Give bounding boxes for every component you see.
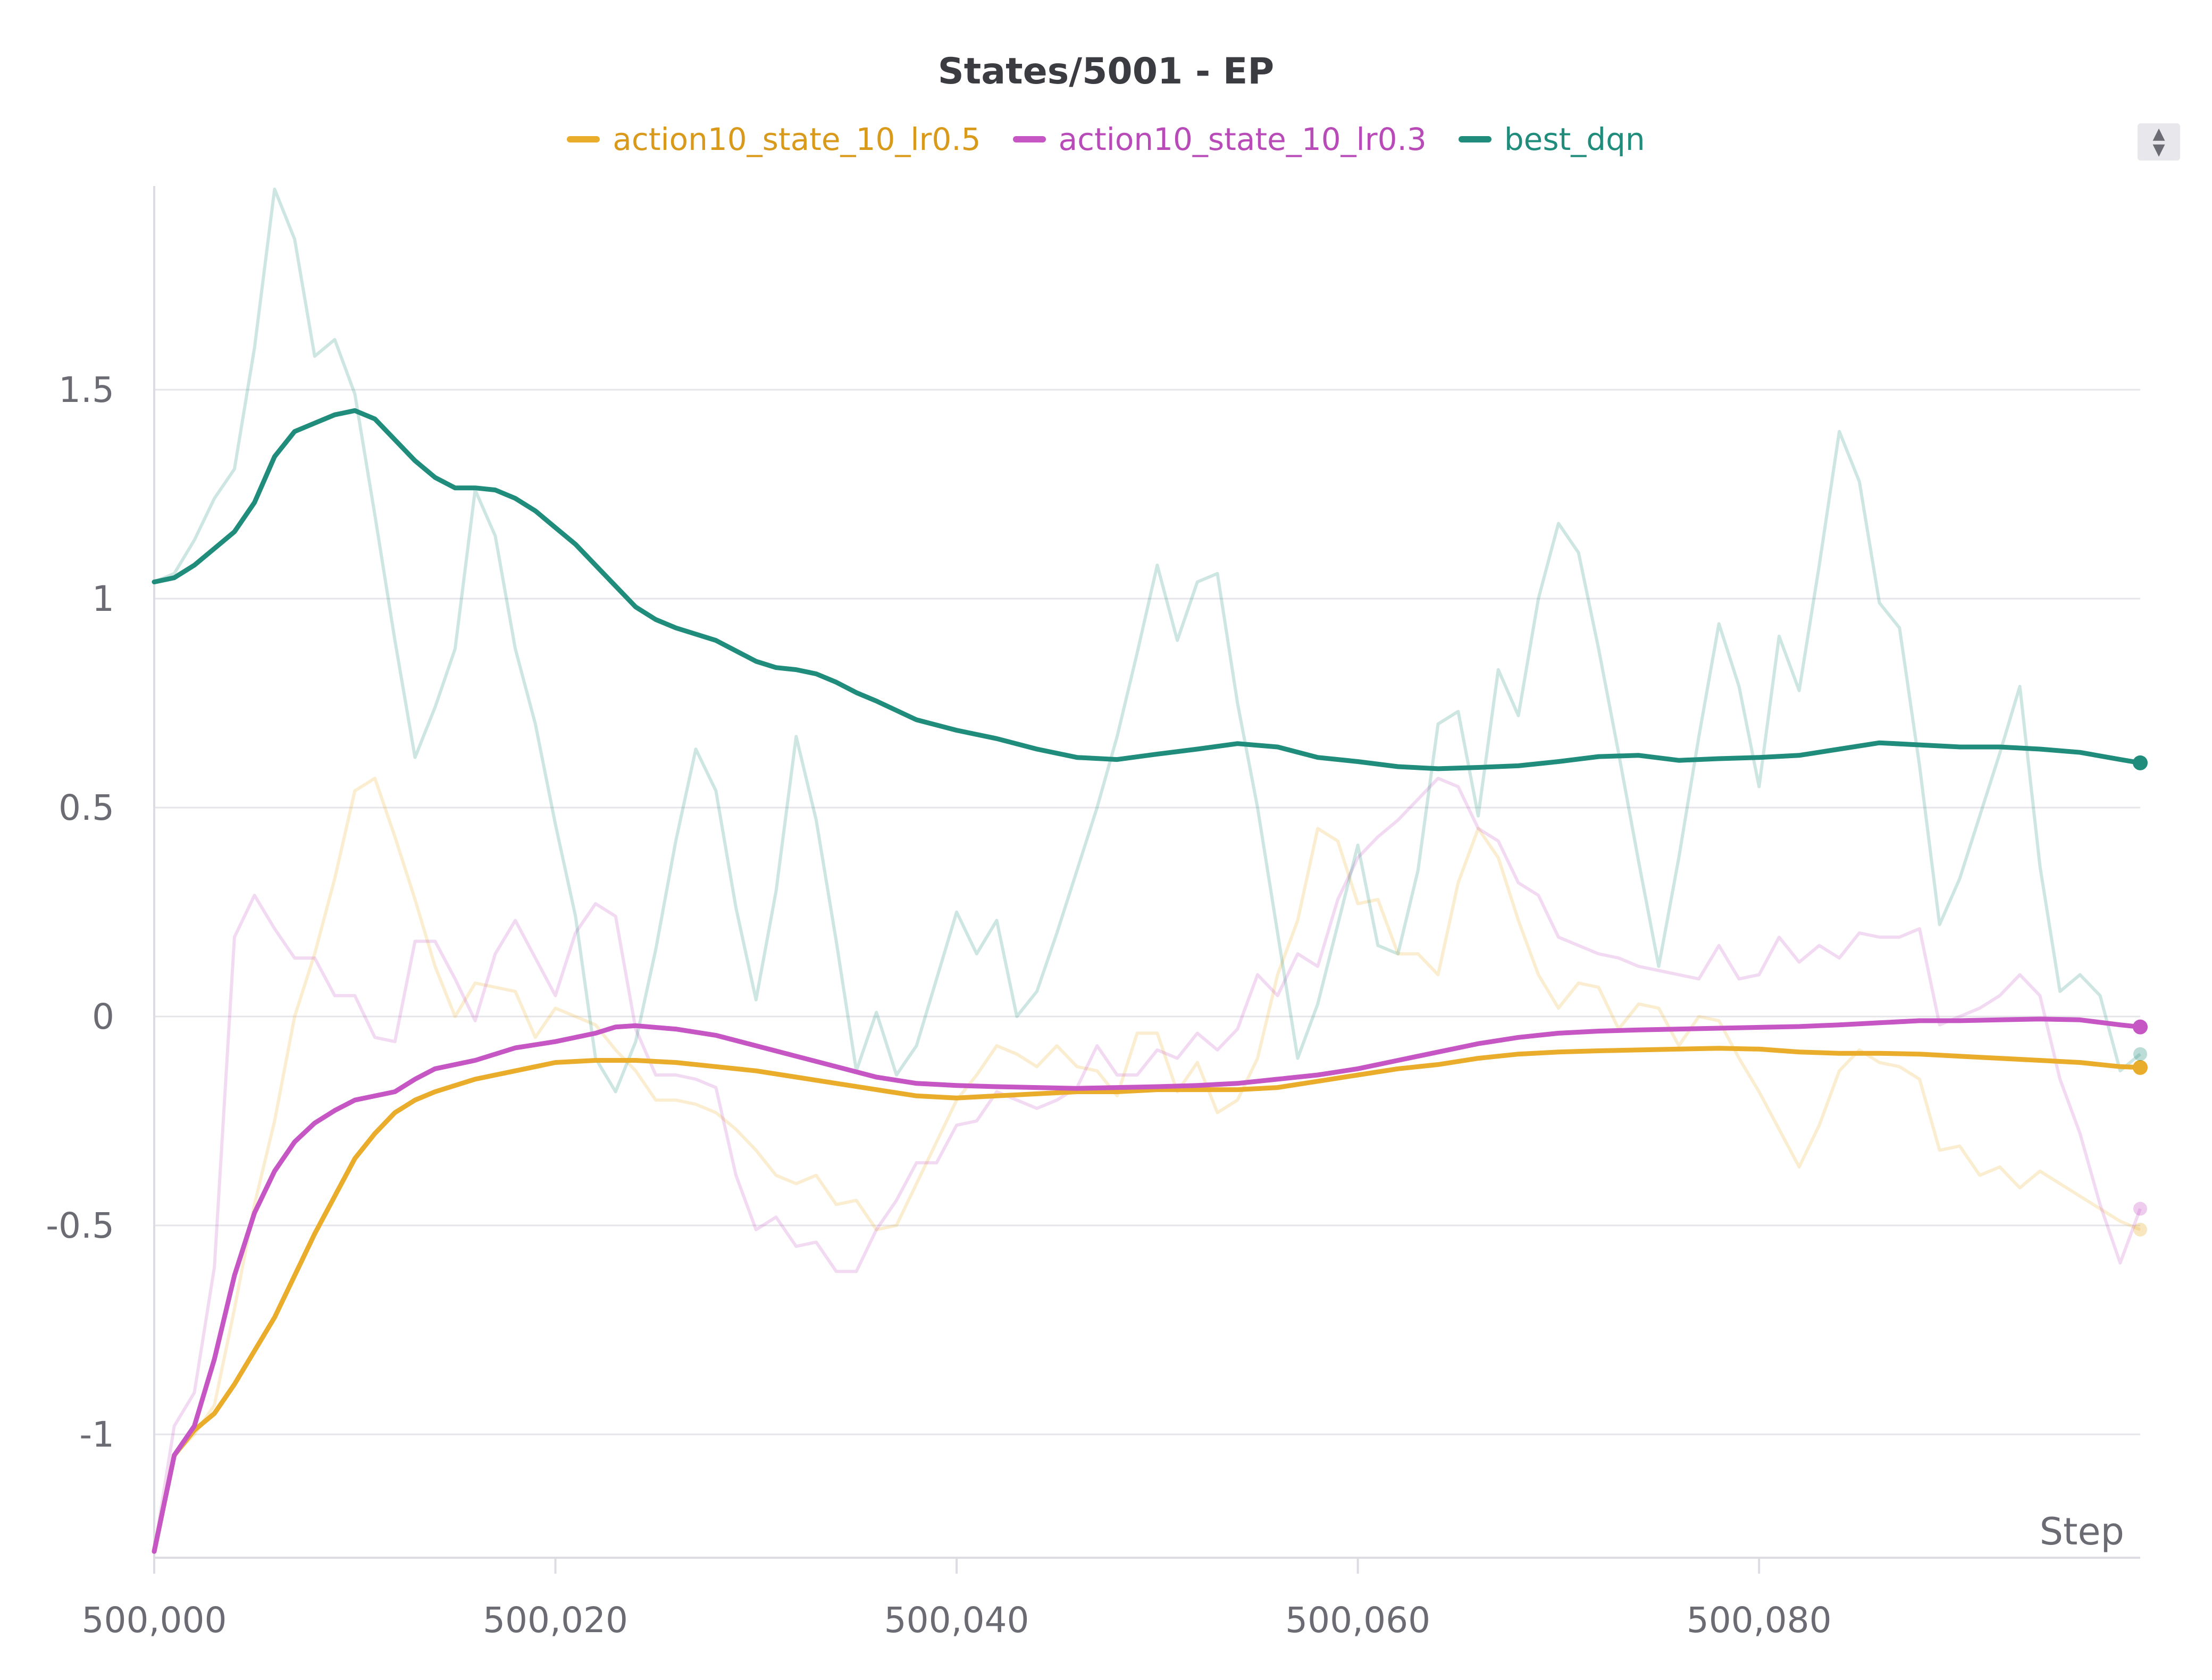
x-tick-label: 500,020 bbox=[483, 1600, 628, 1641]
smoothed-series-line-2[interactable] bbox=[152, 408, 2143, 771]
legend-swatch-lr03 bbox=[1012, 136, 1046, 142]
end-markers bbox=[2133, 755, 2148, 1237]
x-tick-label: 500,080 bbox=[1687, 1600, 1832, 1641]
legend: action10_state_10_lr0.5 action10_state_1… bbox=[0, 121, 2212, 157]
y-tick-label: 1.5 bbox=[58, 369, 114, 410]
raw-end-marker-2 bbox=[2133, 1047, 2147, 1061]
raw-series-line-1 bbox=[153, 777, 2142, 1552]
y-tick-label: 0 bbox=[92, 996, 114, 1037]
y-tick-label: 1 bbox=[92, 578, 114, 619]
sort-toggle-button[interactable]: ▲ ▼ bbox=[2138, 123, 2180, 161]
raw-series-layer bbox=[153, 187, 2142, 1552]
legend-swatch-lr05 bbox=[567, 136, 600, 142]
legend-item-lr05[interactable]: action10_state_10_lr0.5 bbox=[567, 121, 981, 157]
smoothed-end-marker-2 bbox=[2133, 755, 2148, 770]
legend-label-best-dqn: best_dqn bbox=[1504, 121, 1645, 157]
legend-label-lr05: action10_state_10_lr0.5 bbox=[613, 121, 981, 157]
legend-item-lr03[interactable]: action10_state_10_lr0.3 bbox=[1012, 121, 1427, 157]
smoothed-end-marker-0 bbox=[2133, 1060, 2148, 1075]
axes bbox=[153, 186, 2140, 1574]
raw-end-marker-1 bbox=[2133, 1202, 2147, 1216]
grid-lines bbox=[154, 389, 2140, 1435]
x-tick-label: 500,060 bbox=[1285, 1600, 1430, 1641]
x-tick-label: 500,040 bbox=[884, 1600, 1029, 1641]
smoothed-series-line-1[interactable] bbox=[152, 1017, 2143, 1554]
smoothed-end-marker-1 bbox=[2133, 1019, 2148, 1035]
caret-down-icon: ▼ bbox=[2152, 140, 2165, 159]
raw-series-line-0 bbox=[153, 777, 2141, 1552]
y-tick-label: -0.5 bbox=[46, 1205, 114, 1246]
raw-end-marker-0 bbox=[2133, 1222, 2147, 1237]
x-tick-label: 500,000 bbox=[82, 1600, 227, 1641]
legend-item-best-dqn[interactable]: best_dqn bbox=[1458, 121, 1645, 157]
smoothed-series-layer bbox=[152, 408, 2143, 1554]
legend-label-lr03: action10_state_10_lr0.3 bbox=[1058, 121, 1427, 157]
smoothed-series-line-0[interactable] bbox=[152, 1046, 2143, 1554]
caret-up-icon: ▲ bbox=[2152, 124, 2165, 143]
x-axis-title: Step bbox=[2040, 1510, 2124, 1553]
y-tick-label: 0.5 bbox=[58, 787, 114, 828]
raw-series-line-2 bbox=[153, 187, 2141, 1094]
tick-labels: -1 -0.5 0 0.5 1 1.5 500,000 500,020 500,040 500,0… bbox=[46, 369, 1831, 1641]
legend-swatch-best-dqn bbox=[1458, 136, 1492, 142]
chart-title: States/5001 - EP bbox=[937, 51, 1275, 93]
y-tick-label: -1 bbox=[79, 1414, 114, 1455]
